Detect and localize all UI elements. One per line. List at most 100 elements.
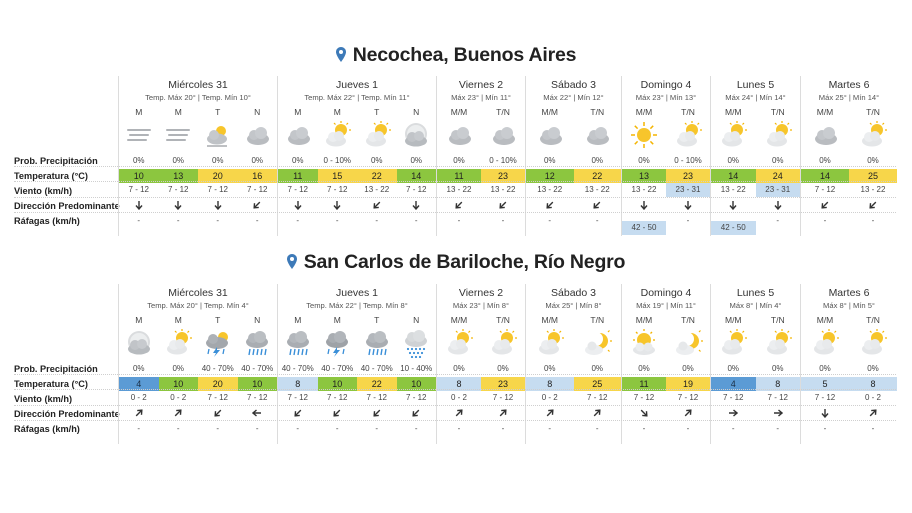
wind-value: 13 - 22 [631, 185, 657, 194]
arrow-right-icon [728, 408, 739, 418]
wind-value: 7 - 12 [366, 393, 387, 402]
period-label: M [174, 315, 182, 325]
temp-cell: 10 [158, 377, 198, 391]
gust-value: - [457, 424, 461, 433]
moon-cloud-icon [401, 120, 431, 150]
period-column: N 0% 14 7 - 12 - [396, 76, 436, 236]
temp-cell: 8 [526, 377, 574, 391]
period-column: M 0% 10 7 - 12 - [119, 76, 159, 236]
gust-value: - [776, 216, 780, 225]
divider [14, 389, 896, 390]
period-column: M 0% 11 7 - 12 - [278, 76, 318, 236]
wind-value: 7 - 12 [767, 393, 788, 402]
gust-value: - [595, 424, 599, 433]
arrow-down-left-icon [372, 408, 382, 418]
arrow-down-icon [213, 200, 223, 211]
period-column: M 0% 13 7 - 12 - [158, 76, 198, 236]
temp-cell: 11 [622, 377, 666, 391]
precip-value: 0% [727, 156, 740, 165]
precip-value: 40 - 70% [241, 364, 274, 373]
period-column: N 40 - 70% 10 7 - 12 - [237, 284, 277, 444]
divider [14, 405, 896, 406]
cloud-icon [444, 120, 474, 150]
arrow-down-left-icon [372, 200, 382, 210]
wind-value: 23 - 31 [666, 183, 710, 197]
day-column: Martes 6 Máx 8° | Mín 5° M/M 0% 5 7 - 12 - T/N 0… [800, 284, 897, 444]
gust-value: - [642, 424, 646, 433]
temp-cell: 20 [198, 377, 238, 391]
period-label: M/M [541, 315, 559, 325]
day-column: Domingo 4 Máx 19° | Mín 11° M/M 0% 11 7 - 12 -… [621, 284, 710, 444]
arrow-down-left-icon [454, 200, 464, 210]
period-label: T [215, 315, 221, 325]
precip-value: 40 - 70% [281, 364, 314, 373]
temp-cell: 14 [801, 169, 849, 183]
cloud-icon [582, 120, 612, 150]
period-column: M 0 - 10% 15 7 - 12 - [317, 76, 357, 236]
precip-value: 0% [819, 364, 831, 373]
period-column: M/M 0% 11 13 - 22 - [437, 76, 481, 236]
day-column: Lunes 5 Máx 8° | Mín 4° M/M 0% 4 7 - 12 - T/N 0%… [710, 284, 800, 444]
wind-value: 13 - 22 [364, 185, 390, 194]
fog-icon [163, 120, 193, 150]
wind-value: 0 - 2 [864, 393, 881, 402]
wind-value: 7 - 12 [247, 393, 268, 402]
period-label: M/M [724, 107, 742, 117]
day-temp-range: Temp. Máx 20° | Temp. Mín 4° [147, 301, 249, 310]
wind-value: 13 - 22 [584, 185, 610, 194]
temp-cell: 8 [755, 377, 800, 391]
period-label: T [374, 107, 380, 117]
arrow-up-right-icon [134, 408, 144, 418]
period-column: M/M 0% 8 0 - 2 - [437, 284, 481, 444]
period-label: T [374, 315, 380, 325]
day-temp-range: Máx 8° | Mín 5° [823, 301, 875, 310]
day-temp-range: Máx 8° | Mín 4° [729, 301, 782, 310]
precip-value: 0% [867, 156, 879, 165]
period-column: M/M 0% 11 7 - 12 - [622, 284, 666, 444]
period-label: M/M [816, 315, 834, 325]
temp-cell: 25 [849, 169, 897, 183]
period-label: M [135, 107, 143, 117]
precip-value: 0% [591, 364, 604, 373]
gust-value: - [216, 424, 220, 433]
day-column: Miércoles 31 Temp. Máx 20° | Temp. Mín 10… [118, 76, 277, 236]
arrow-down-left-icon [545, 200, 555, 210]
gust-value: - [296, 424, 300, 433]
wind-value: 23 - 31 [755, 183, 800, 197]
divider [14, 197, 896, 198]
wind-value: 13 - 22 [537, 185, 563, 194]
period-label: M [333, 107, 341, 117]
day-name: Miércoles 31 [168, 79, 228, 91]
wind-value: 7 - 12 [168, 185, 189, 194]
gust-value: - [731, 424, 735, 433]
gust-value: - [548, 424, 552, 433]
temp-cell: 11 [278, 169, 318, 183]
arrow-down-left-icon [332, 408, 342, 418]
arrow-down-icon [683, 200, 693, 211]
divider [14, 212, 896, 213]
arrow-down-icon [173, 200, 183, 211]
day-column: Sábado 3 Máx 22° | Mín 12° M/M 0% 12 13 - 22 -… [525, 76, 621, 236]
period-column: M/M 0% 4 7 - 12 - [711, 284, 756, 444]
gust-value: - [176, 216, 180, 225]
arrow-up-right-icon [683, 408, 693, 418]
wind-value: 7 - 12 [207, 393, 228, 402]
rain-icon [283, 328, 313, 358]
partly-cloudy-icon [858, 328, 888, 358]
cloud-icon [535, 120, 565, 150]
precip-value: 0 - 10% [489, 156, 517, 165]
wind-value: 7 - 12 [587, 393, 608, 402]
day-name: Domingo 4 [640, 287, 692, 299]
wind-value: 0 - 2 [450, 393, 467, 402]
day-temp-range: Máx 23° | Mín 11° [451, 93, 511, 102]
sun-cloud-icon [629, 328, 659, 358]
day-column: Lunes 5 Máx 24° | Mín 14° M/M 0% 14 13 - 22 42… [710, 76, 800, 236]
gust-value: - [595, 216, 599, 225]
precip-value: 40 - 70% [360, 364, 393, 373]
partly-cloudy-icon [763, 328, 793, 358]
period-label: T [215, 107, 221, 117]
period-label: M/M [635, 315, 653, 325]
period-label: M [333, 315, 341, 325]
temp-cell: 10 [396, 377, 436, 391]
day-name: Miércoles 31 [168, 287, 228, 299]
